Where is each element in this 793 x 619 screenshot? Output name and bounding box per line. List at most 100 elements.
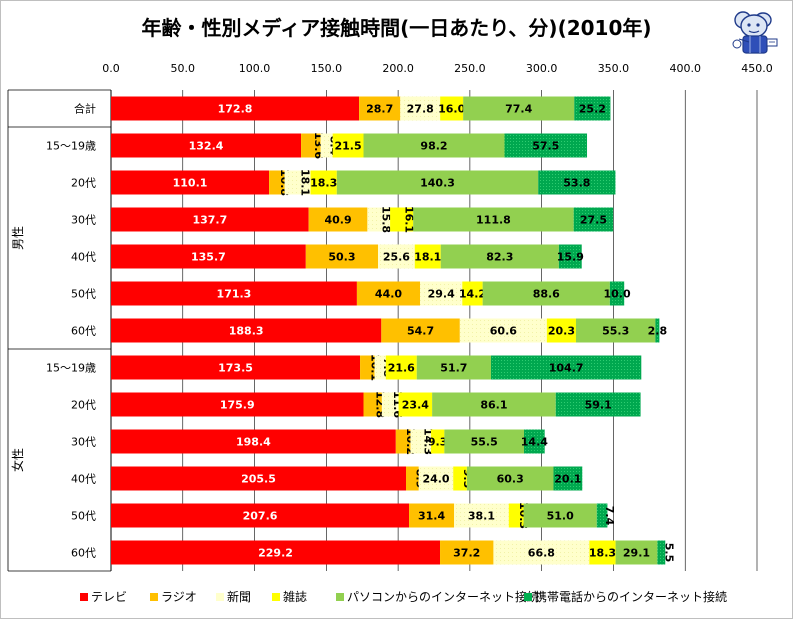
bar-segment <box>310 170 337 195</box>
bar-segment <box>440 244 559 269</box>
x-tick-label: 250.0 <box>454 62 486 75</box>
bar-segment <box>573 207 614 232</box>
legend-item: テレビ <box>80 588 127 605</box>
data-label: 38.1 <box>468 510 495 523</box>
data-label: 16.1 <box>403 206 416 233</box>
data-label: 54.7 <box>407 325 434 338</box>
bar-segment <box>615 540 658 565</box>
data-label: 140.3 <box>420 177 455 190</box>
data-label: 60.6 <box>490 325 517 338</box>
data-label: 16.0 <box>438 103 465 116</box>
category-label: 50代 <box>71 288 96 301</box>
bar-segment <box>523 503 597 528</box>
bar-segment <box>420 281 463 306</box>
data-label: 60.3 <box>497 473 524 486</box>
bar-segment <box>111 540 441 565</box>
legend: テレビ ラジオ 新聞 雑誌 パソコンからのインターネット接続 携帯電話からのインターネット… <box>0 580 793 610</box>
bar-segment <box>359 96 401 121</box>
legend-swatch <box>216 593 224 601</box>
group-label: 女性 <box>10 448 25 472</box>
x-tick-label: 300.0 <box>526 62 558 75</box>
data-label: 27.8 <box>407 103 434 116</box>
data-label: 82.3 <box>486 251 513 264</box>
bar-segment <box>409 503 455 528</box>
bar-segment <box>284 170 311 195</box>
bar-segment <box>406 466 419 491</box>
chart-title: 年齢・性別メディア接触時間(一日あたり、分)(2010年) <box>141 16 652 40</box>
category-label: 60代 <box>71 547 96 560</box>
data-label: 57.5 <box>532 140 559 153</box>
data-label: 77.4 <box>505 103 532 116</box>
bar-segment <box>459 318 547 343</box>
data-label: 21.6 <box>388 362 415 375</box>
bar-segment <box>356 281 421 306</box>
bar-segment <box>381 392 399 417</box>
data-label: 24.0 <box>422 473 449 486</box>
data-label: 88.6 <box>533 288 560 301</box>
data-label: 207.6 <box>243 510 278 523</box>
bar-segment <box>609 281 625 306</box>
bar-segment <box>416 355 491 380</box>
bar-segment <box>363 133 505 158</box>
data-label: 10.0 <box>603 288 630 301</box>
data-label: 18.3 <box>589 547 616 560</box>
bar-segment <box>111 392 364 417</box>
data-label: 18.1 <box>299 169 312 196</box>
data-label: 51.0 <box>547 510 574 523</box>
x-tick-label: 200.0 <box>382 62 414 75</box>
legend-item: ラジオ <box>150 588 197 605</box>
data-label: 29.4 <box>428 288 455 301</box>
category-label: 15〜19歳 <box>46 140 96 153</box>
bar-segment <box>413 207 574 232</box>
bar-segment <box>453 466 467 491</box>
bar-segment <box>558 244 582 269</box>
data-label: 86.1 <box>480 399 507 412</box>
legend-swatch <box>80 593 88 601</box>
data-label: 205.5 <box>241 473 276 486</box>
legend-label: ラジオ <box>161 590 197 604</box>
bar-segment <box>430 429 445 454</box>
data-label: 135.7 <box>191 251 226 264</box>
data-label: 110.1 <box>173 177 208 190</box>
category-label: 30代 <box>71 214 96 227</box>
bar-segment <box>111 281 357 306</box>
bar-segment <box>482 281 610 306</box>
category-label: 40代 <box>71 473 96 486</box>
bar-segment <box>332 133 364 158</box>
bar-segment <box>269 170 285 195</box>
legend-swatch <box>524 593 532 601</box>
data-label: 53.8 <box>563 177 590 190</box>
bar-segment <box>381 318 460 343</box>
data-label: 14.4 <box>521 436 548 449</box>
category-label: 30代 <box>71 436 96 449</box>
bar-segment <box>504 133 588 158</box>
bar-segment <box>111 355 361 380</box>
bar-segment <box>410 429 431 454</box>
data-label: 23.4 <box>402 399 429 412</box>
mascot-illustration <box>727 4 785 58</box>
bar-segment <box>390 207 414 232</box>
category-label: 20代 <box>71 177 96 190</box>
category-label: 合計 <box>74 102 96 116</box>
category-label: 50代 <box>71 510 96 523</box>
bar-segment <box>418 466 454 491</box>
group-label: 男性 <box>11 226 25 250</box>
bar-segment <box>493 540 590 565</box>
data-label: 20.3 <box>548 325 575 338</box>
bar-segment <box>111 318 382 343</box>
data-label: 104.7 <box>549 362 584 375</box>
bar-segment <box>111 466 407 491</box>
data-label: 173.5 <box>218 362 253 375</box>
x-tick-label: 0.0 <box>102 62 120 75</box>
legend-label: 携帯電話からのインターネット接続 <box>535 590 728 604</box>
data-label: 137.7 <box>192 214 227 227</box>
bar-segment <box>440 96 464 121</box>
legend-label: パソコンからのインターネット接続 <box>347 590 540 604</box>
data-label: 50.3 <box>328 251 355 264</box>
bar-segment <box>111 244 306 269</box>
bar-segment <box>538 170 616 195</box>
data-label: 40.9 <box>324 214 351 227</box>
data-label: 132.4 <box>189 140 224 153</box>
bar-segment <box>398 392 433 417</box>
